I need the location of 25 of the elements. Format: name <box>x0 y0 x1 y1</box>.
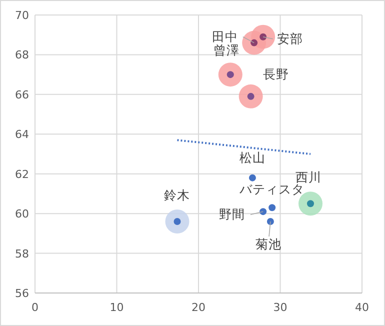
annotation: 松山 <box>239 150 266 165</box>
annotation: 鈴木 <box>164 188 190 203</box>
point <box>248 174 256 182</box>
annotation: 安部 <box>277 30 304 46</box>
y-tick-label: 70 <box>15 9 29 22</box>
point <box>268 204 276 212</box>
y-tick-label: 68 <box>15 48 29 62</box>
annotation: 田中 <box>212 28 238 44</box>
y-tick-label: 64 <box>15 128 29 142</box>
x-tick-label: 40 <box>355 301 369 314</box>
annotation: 野間 <box>219 206 246 222</box>
x-tick-label: 0 <box>32 301 38 314</box>
annotation: 長野 <box>262 66 289 82</box>
point <box>260 208 267 216</box>
y-tick-label: 62 <box>15 168 29 181</box>
y-tick-label: 66 <box>15 88 29 102</box>
point <box>266 218 274 226</box>
y-tick-label: 60 <box>15 208 29 221</box>
y-tick-label: 58 <box>15 247 29 260</box>
x-tick-label: 30 <box>273 301 288 314</box>
annotation: 菊池 <box>255 236 282 252</box>
x-tick-label: 20 <box>192 301 206 314</box>
x-tick-label: 10 <box>110 301 124 314</box>
annotation: 曾澤 <box>213 42 240 58</box>
y-tick-label: 56 <box>15 287 29 300</box>
